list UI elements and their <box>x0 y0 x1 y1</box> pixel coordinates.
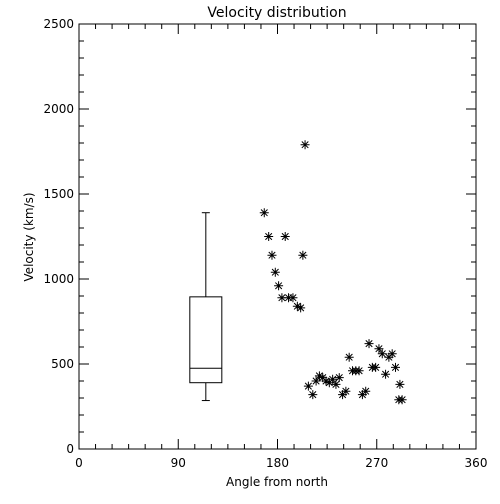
data-point <box>371 362 381 372</box>
y-tick-label: 500 <box>51 357 74 371</box>
data-point <box>354 366 364 376</box>
data-point <box>384 352 394 362</box>
data-point <box>357 390 367 400</box>
x-tick-label: 0 <box>75 456 83 470</box>
plot-frame <box>78 23 477 450</box>
data-point <box>303 381 313 391</box>
y-tick-label: 0 <box>66 442 74 456</box>
data-point <box>361 386 371 396</box>
data-point <box>318 373 328 383</box>
data-point <box>374 344 384 354</box>
data-point <box>321 376 331 386</box>
x-tick-label: 90 <box>171 456 186 470</box>
data-point <box>300 140 310 150</box>
data-point <box>324 378 334 388</box>
data-point <box>274 281 284 291</box>
data-point <box>296 303 306 313</box>
data-point <box>344 352 354 362</box>
y-axis-label: Velocity (km/s) <box>22 192 36 281</box>
data-point <box>334 373 344 383</box>
data-point <box>264 232 274 241</box>
data-point <box>338 390 348 400</box>
data-point <box>377 349 387 359</box>
data-point <box>277 293 287 303</box>
data-point <box>387 349 397 359</box>
data-point <box>298 250 308 260</box>
data-point <box>331 379 341 389</box>
data-point <box>267 250 277 260</box>
data-point <box>270 267 280 277</box>
data-point <box>314 371 324 381</box>
data-point <box>364 339 374 349</box>
y-tick-label: 1000 <box>43 272 74 286</box>
data-point <box>259 208 269 218</box>
x-tick-label: 270 <box>365 456 388 470</box>
axes-ticks: 0 90 180 270 360 0 500 1000 1500 2000 2500 <box>43 17 487 470</box>
y-tick-label: 2500 <box>43 17 74 31</box>
y-tick-label: 1500 <box>43 187 74 201</box>
x-tick-label: 180 <box>266 456 289 470</box>
data-point <box>397 395 407 405</box>
scatter-points <box>259 140 407 405</box>
data-point <box>288 293 298 303</box>
data-point <box>381 369 391 379</box>
data-point <box>395 379 405 389</box>
data-point <box>311 376 321 386</box>
data-point <box>280 232 290 241</box>
data-point <box>390 362 400 372</box>
chart-title: Velocity distribution <box>207 5 346 21</box>
data-point <box>341 386 351 396</box>
data-point <box>292 301 302 311</box>
boxplot-box <box>189 296 223 384</box>
x-tick-label: 360 <box>465 456 488 470</box>
y-tick-label: 2000 <box>43 102 74 116</box>
data-point <box>308 390 318 400</box>
data-point <box>328 374 338 384</box>
x-axis-label: Angle from north <box>226 475 328 489</box>
boxplot <box>189 212 223 402</box>
